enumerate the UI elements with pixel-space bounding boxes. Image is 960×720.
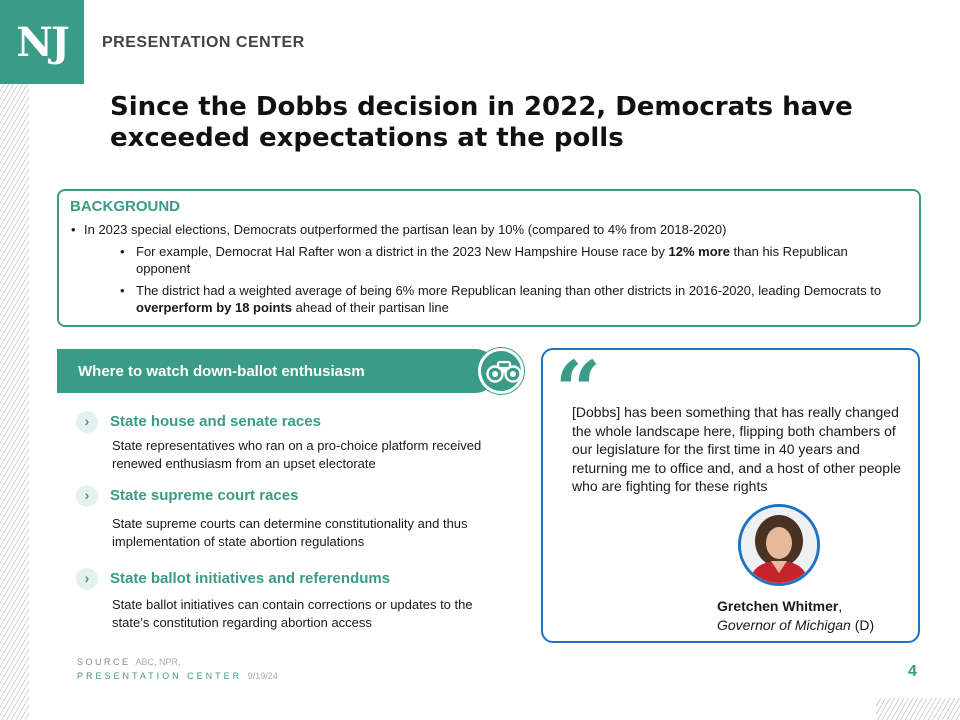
sub-bullet-emphasis: 12% more — [668, 244, 730, 259]
binoculars-icon — [486, 360, 522, 383]
race-description: State supreme courts can determine const… — [112, 516, 468, 549]
left-hatch-decoration — [0, 84, 29, 720]
quote-text: [Dobbs] has been something that has real… — [572, 404, 901, 494]
background-sub-bullet: For example, Democrat Hal Rafter won a d… — [70, 243, 907, 277]
sub-bullet-text: For example, Democrat Hal Rafter won a d… — [136, 244, 669, 259]
sub-bullet-text: The district had a weighted average of b… — [136, 283, 882, 298]
speaker-name: Gretchen Whitmer — [717, 598, 839, 614]
race-description: State ballot initiatives can contain cor… — [112, 597, 473, 630]
portrait-image — [741, 507, 817, 583]
chevron-right-icon: › — [76, 568, 98, 590]
source-value: ABC, NPR, — [135, 657, 181, 667]
speaker-party: (D) — [850, 617, 875, 633]
race-title: State supreme court races — [110, 487, 299, 504]
corner-hatch-decoration — [876, 698, 960, 720]
speaker-role: Governor of Michigan — [717, 617, 851, 633]
background-bullet: In 2023 special elections, Democrats out… — [70, 221, 907, 238]
binoculars-badge — [478, 348, 524, 394]
source-label: SOURCE — [77, 657, 131, 667]
race-title: State house and senate races — [110, 413, 321, 430]
footer-label: PRESENTATION CENTER — [77, 671, 243, 681]
sub-bullet-text: ahead of their partisan line — [292, 300, 449, 315]
race-title: State ballot initiatives and referendums — [110, 570, 391, 587]
page-number: 4 — [908, 663, 917, 680]
nj-logo: NJ — [0, 0, 84, 84]
background-sub-bullet: The district had a weighted average of b… — [70, 282, 907, 316]
watch-heading: Where to watch down-ballot enthusiasm — [78, 363, 365, 380]
logo-text: NJ — [16, 18, 69, 66]
brand-name: PRESENTATION CENTER — [102, 34, 305, 51]
background-box: BACKGROUND In 2023 special elections, De… — [57, 189, 921, 327]
quote-box — [541, 348, 920, 643]
speaker-portrait — [738, 504, 820, 586]
background-heading: BACKGROUND — [70, 198, 180, 215]
chevron-right-icon: › — [76, 485, 98, 507]
source-line: SOURCE ABC, NPR, — [77, 657, 181, 667]
footer-date: 9/19/24 — [247, 671, 278, 681]
race-description: State representatives who ran on a pro-c… — [112, 438, 482, 471]
sub-bullet-emphasis: overperform by 18 points — [136, 300, 293, 315]
speaker-name-comma: , — [838, 598, 843, 614]
sub-bullet-text: than his Republican opponent — [136, 244, 848, 276]
quote-attribution: Gretchen Whitmer, Governor of Michigan (… — [717, 597, 874, 635]
slide-title: Since the Dobbs decision in 2022, Democr… — [110, 92, 853, 153]
quote-mark-icon: “ — [555, 343, 602, 437]
chevron-right-icon: › — [76, 411, 98, 433]
footer-line: PRESENTATION CENTER 9/19/24 — [77, 671, 278, 681]
watch-section-header: Where to watch down-ballot enthusiasm — [57, 349, 497, 393]
